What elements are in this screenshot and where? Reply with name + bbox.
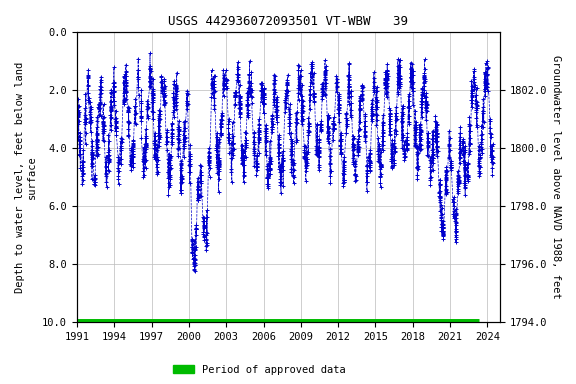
Title: USGS 442936072093501 VT-WBW   39: USGS 442936072093501 VT-WBW 39 <box>168 15 408 28</box>
Y-axis label: Groundwater level above NAVD 1988, feet: Groundwater level above NAVD 1988, feet <box>551 55 561 299</box>
Legend: Period of approved data: Period of approved data <box>169 361 350 379</box>
Y-axis label: Depth to water level, feet below land
surface: Depth to water level, feet below land su… <box>15 61 37 293</box>
